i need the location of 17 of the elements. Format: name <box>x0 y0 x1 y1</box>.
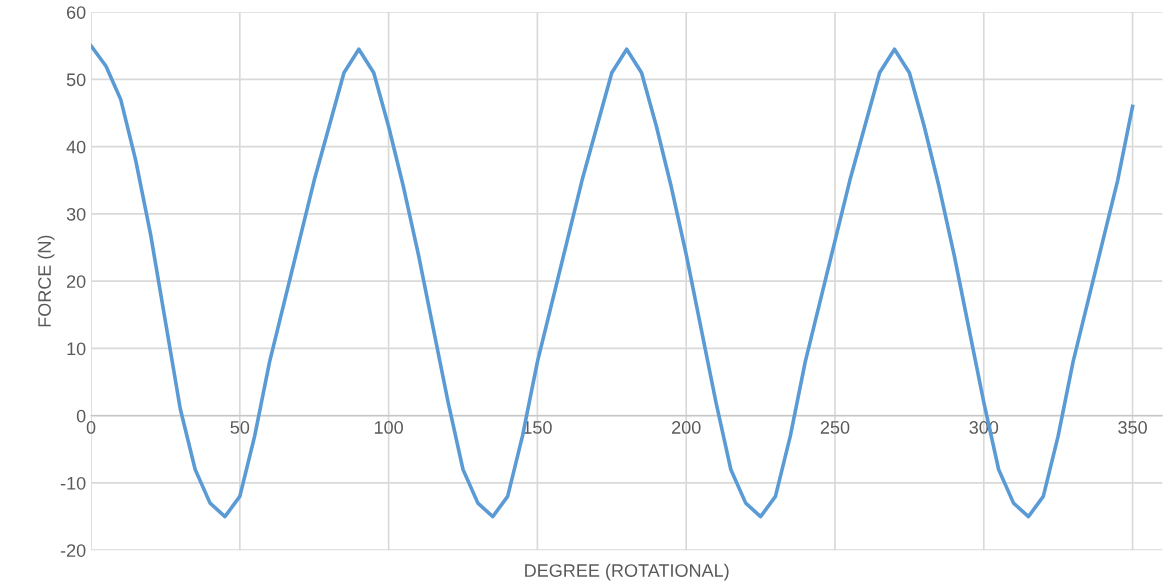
x-tick-label: 0 <box>86 421 96 434</box>
y-tick-label: 30 <box>66 207 86 221</box>
y-tick-label: 40 <box>66 140 86 154</box>
y-tick-label: 60 <box>67 6 86 19</box>
y-tick-label: 20 <box>66 275 86 288</box>
y-tick-label: 50 <box>66 73 86 87</box>
y-tick-label: 0 <box>76 409 86 423</box>
y-tick-label: 10 <box>67 342 86 356</box>
x-tick-label: 100 <box>374 421 403 434</box>
y-tick-label: -10 <box>60 476 86 490</box>
x-tick-label: 50 <box>230 421 250 434</box>
x-axis-title: DEGREE (ROTATIONAL) <box>525 563 729 581</box>
y-axis-title: FORCE (N) <box>37 235 55 327</box>
x-tick-label: 250 <box>820 421 850 434</box>
y-tick-label: -20 <box>60 544 86 557</box>
x-tick-label: 350 <box>1118 421 1147 434</box>
x-tick-label: 200 <box>672 421 701 434</box>
